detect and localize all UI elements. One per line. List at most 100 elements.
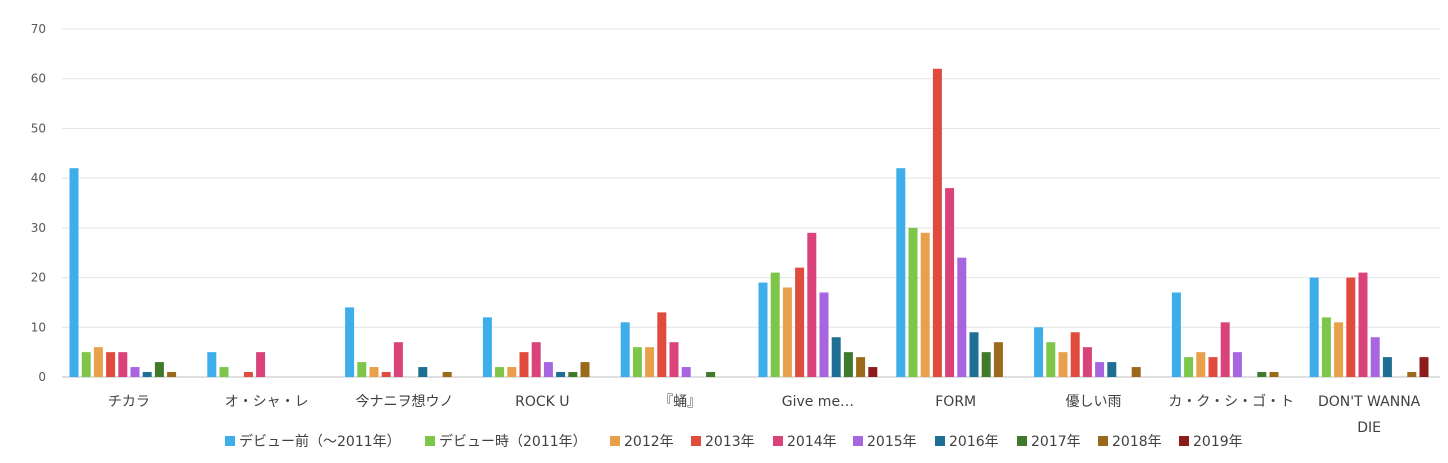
legend-item: 2013年 bbox=[691, 434, 755, 450]
bar bbox=[256, 352, 266, 377]
legend-swatch bbox=[853, 436, 863, 446]
bar bbox=[1171, 292, 1181, 377]
bar bbox=[345, 307, 355, 377]
bar-series bbox=[69, 68, 1429, 378]
legend-item: 2018年 bbox=[1098, 434, 1162, 450]
bar bbox=[843, 352, 853, 377]
bar bbox=[981, 352, 991, 377]
y-tick-label: 70 bbox=[31, 22, 46, 36]
legend-label: 2015年 bbox=[867, 434, 917, 450]
bar bbox=[1358, 272, 1368, 377]
bar bbox=[106, 352, 116, 377]
category-label: FORM bbox=[935, 394, 976, 410]
category-label: ROCK U bbox=[515, 394, 569, 410]
legend-swatch bbox=[610, 436, 620, 446]
bar bbox=[118, 352, 128, 377]
category-label: 今ナニヲ想ウノ bbox=[356, 394, 454, 410]
y-tick-label: 60 bbox=[31, 72, 46, 86]
legend: デビュー前（～2011年） デビュー時（2011年） 2012年 2013年 2014年… bbox=[225, 433, 1243, 450]
legend-swatch bbox=[1098, 436, 1108, 446]
legend-swatch bbox=[225, 436, 235, 446]
bar bbox=[1346, 277, 1356, 377]
bar bbox=[932, 68, 942, 378]
bar bbox=[770, 272, 780, 377]
bar bbox=[1208, 357, 1218, 377]
bar bbox=[357, 362, 367, 377]
legend-swatch bbox=[773, 436, 783, 446]
bar bbox=[632, 347, 642, 377]
bar bbox=[868, 367, 878, 377]
bar bbox=[1257, 372, 1267, 377]
legend-swatch bbox=[1017, 436, 1027, 446]
bar bbox=[1269, 372, 1279, 377]
legend-label: 2017年 bbox=[1031, 434, 1081, 450]
bar bbox=[167, 372, 177, 377]
y-tick-label: 0 bbox=[38, 370, 46, 384]
bar bbox=[381, 372, 391, 377]
bar bbox=[969, 332, 979, 377]
bar bbox=[243, 372, 253, 377]
legend-item: デビュー時（2011年） bbox=[425, 433, 587, 450]
bar bbox=[495, 367, 505, 377]
bar bbox=[807, 232, 817, 377]
bar bbox=[896, 168, 906, 377]
bar bbox=[1095, 362, 1105, 377]
legend-swatch bbox=[691, 436, 701, 446]
category-label: カ・ク・シ・ゴ・ト bbox=[1168, 393, 1294, 410]
bar bbox=[1370, 337, 1380, 377]
legend-label: 2014年 bbox=[787, 434, 837, 450]
legend-item: 2012年 bbox=[610, 434, 674, 450]
bar bbox=[706, 372, 716, 377]
bar bbox=[418, 367, 428, 377]
bar bbox=[1407, 372, 1417, 377]
bar bbox=[482, 317, 492, 377]
bar bbox=[856, 357, 866, 377]
legend-item: デビュー前（～2011年） bbox=[225, 433, 401, 450]
y-axis-tick-labels: 0 10 20 30 40 50 60 70 bbox=[31, 22, 46, 384]
category-label: 優しい雨 bbox=[1066, 394, 1122, 410]
bar bbox=[1220, 322, 1230, 377]
category-label: チカラ bbox=[108, 394, 150, 410]
legend-item: 2016年 bbox=[935, 434, 999, 450]
bar bbox=[531, 342, 541, 377]
bar bbox=[795, 267, 805, 377]
y-tick-label: 20 bbox=[31, 271, 46, 285]
bar bbox=[1070, 332, 1080, 377]
bar bbox=[993, 342, 1003, 377]
bar bbox=[819, 292, 829, 377]
bar bbox=[657, 312, 667, 377]
bar bbox=[130, 367, 140, 377]
bar bbox=[1321, 317, 1331, 377]
bar bbox=[920, 232, 930, 377]
bar bbox=[568, 372, 578, 377]
bar bbox=[93, 347, 103, 377]
legend-swatch bbox=[1179, 436, 1189, 446]
bar bbox=[1196, 352, 1206, 377]
category-label: オ・シャ・レ bbox=[225, 394, 309, 410]
bar bbox=[908, 227, 918, 377]
y-tick-label: 50 bbox=[31, 121, 46, 135]
bar bbox=[1046, 342, 1056, 377]
bar bbox=[81, 352, 91, 377]
y-tick-label: 30 bbox=[31, 221, 46, 235]
bar bbox=[219, 367, 229, 377]
bar bbox=[782, 287, 792, 377]
legend-item: 2014年 bbox=[773, 434, 837, 450]
bar bbox=[442, 372, 452, 377]
bar bbox=[620, 322, 630, 377]
bar bbox=[580, 362, 590, 377]
legend-label: 2013年 bbox=[705, 434, 755, 450]
bar bbox=[1232, 352, 1242, 377]
bar bbox=[1184, 357, 1194, 377]
bar bbox=[507, 367, 517, 377]
bar bbox=[945, 188, 955, 377]
bar bbox=[1082, 347, 1092, 377]
category-label: DIE bbox=[1357, 420, 1381, 436]
bar bbox=[758, 282, 768, 377]
bar bbox=[154, 362, 164, 377]
bar bbox=[393, 342, 403, 377]
bar bbox=[1107, 362, 1117, 377]
bar bbox=[519, 352, 529, 377]
category-label: DON'T WANNA bbox=[1318, 394, 1421, 410]
bar bbox=[369, 367, 379, 377]
